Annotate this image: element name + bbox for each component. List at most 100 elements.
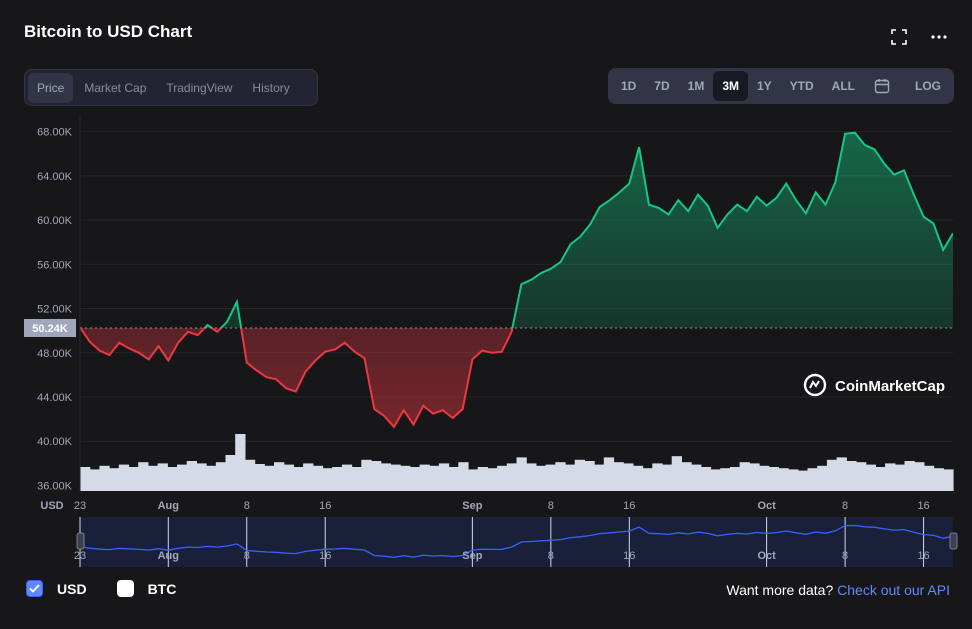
volume-bar bbox=[720, 468, 731, 491]
volume-bar bbox=[875, 467, 886, 491]
volume-bar bbox=[322, 468, 333, 491]
volume-bar bbox=[80, 467, 91, 491]
x-tick-label: 8 bbox=[244, 500, 250, 512]
api-link[interactable]: Check out our API bbox=[837, 582, 950, 598]
volume-bar bbox=[206, 465, 217, 491]
navigator-background bbox=[80, 517, 953, 567]
range-1y[interactable]: 1Y bbox=[756, 79, 772, 93]
navigator-tick-label: Oct bbox=[757, 550, 776, 562]
logo-mark bbox=[809, 380, 820, 389]
checkbox-unchecked-icon bbox=[116, 580, 134, 597]
volume-bar bbox=[429, 465, 440, 491]
volume-bar bbox=[186, 461, 197, 491]
volume-bar bbox=[409, 467, 421, 491]
price-chart[interactable]: 68.00K 64.00K 60.00K 56.00K 52.00K 48.00K 44.0… bbox=[0, 115, 972, 575]
volume-bar bbox=[846, 461, 857, 491]
volume-bar bbox=[739, 462, 750, 491]
volume-bar bbox=[380, 463, 391, 491]
volume-bar bbox=[274, 462, 285, 491]
range-7d[interactable]: 7D bbox=[654, 79, 670, 93]
price-line-up bbox=[80, 131, 953, 328]
tab-price[interactable]: Price bbox=[28, 72, 74, 103]
reference-label: 50.24K bbox=[32, 323, 68, 335]
usd-checkbox[interactable]: USD bbox=[26, 580, 87, 597]
volume-bar bbox=[642, 468, 653, 491]
navigator-tick-label: 8 bbox=[842, 550, 848, 562]
reference-label-box bbox=[24, 318, 76, 337]
btc-label: BTC bbox=[147, 580, 177, 597]
volume-bar bbox=[652, 463, 663, 491]
range-1m[interactable]: 1M bbox=[687, 79, 705, 93]
chart-type-tabs: Price Market Cap TradingView History bbox=[24, 69, 318, 106]
more-icon[interactable] bbox=[930, 28, 948, 46]
x-tick-label: 8 bbox=[548, 500, 554, 512]
currency-toggles: USD BTC bbox=[26, 580, 176, 597]
y-tick-label: 36.00K bbox=[37, 480, 73, 492]
chart-toolbar-icons bbox=[890, 28, 948, 46]
volume-bar bbox=[138, 462, 149, 491]
usd-label: USD bbox=[57, 580, 87, 597]
tab-history[interactable]: History bbox=[252, 80, 290, 95]
volume-bar bbox=[691, 464, 702, 491]
volume-bar bbox=[700, 467, 712, 491]
y-tick-label: 68.00K bbox=[37, 127, 73, 139]
volume-bar bbox=[535, 465, 547, 491]
tab-tradingview[interactable]: TradingView bbox=[166, 80, 233, 95]
volume-bar bbox=[332, 467, 343, 491]
volume-bar bbox=[283, 464, 294, 491]
range-3m[interactable]: 3M bbox=[713, 71, 748, 101]
navigator-line bbox=[79, 524, 954, 559]
volume-bar bbox=[759, 465, 770, 491]
navigator-right-handle[interactable] bbox=[949, 532, 958, 550]
range-all[interactable]: ALL bbox=[831, 79, 855, 93]
y-tick-label: 48.00K bbox=[37, 348, 73, 360]
volume-bar bbox=[632, 465, 644, 491]
page-title: Bitcoin to USD Chart bbox=[24, 22, 193, 41]
y-tick-label: 40.00K bbox=[37, 436, 73, 448]
currency-axis-label: USD bbox=[40, 500, 63, 512]
volume-bar bbox=[836, 457, 847, 491]
api-text: Want more data? bbox=[726, 582, 834, 598]
fullscreen-icon[interactable] bbox=[890, 28, 908, 46]
volume-bar bbox=[468, 469, 479, 491]
btc-checkbox[interactable]: BTC bbox=[116, 580, 177, 597]
volume-bar bbox=[555, 462, 566, 491]
tab-market-cap[interactable]: Market Cap bbox=[84, 80, 147, 95]
range-1d[interactable]: 1D bbox=[620, 79, 637, 93]
x-tick-label: 16 bbox=[623, 500, 635, 512]
volume-bar bbox=[788, 469, 799, 491]
volume-bar bbox=[584, 461, 595, 491]
volume-bar bbox=[749, 463, 760, 491]
volume-bar bbox=[371, 461, 382, 491]
volume-bar bbox=[118, 464, 130, 491]
y-tick-label: 44.00K bbox=[37, 392, 73, 404]
volume-bar bbox=[157, 463, 168, 491]
coinmarketcap-watermark: CoinMarketCap bbox=[803, 373, 945, 397]
volume-bar bbox=[89, 469, 100, 491]
volume-bar bbox=[497, 465, 508, 491]
y-tick-label: 64.00K bbox=[37, 171, 73, 183]
log-scale-toggle[interactable]: LOG bbox=[915, 79, 941, 93]
range-selector: 1D 7D 1M 3M 1Y YTD ALL LOG bbox=[607, 68, 954, 104]
volume-bar bbox=[303, 463, 314, 491]
volume-bar bbox=[506, 463, 518, 491]
x-tick-label: Oct bbox=[757, 500, 776, 512]
volume-bar bbox=[894, 464, 906, 491]
navigator-left-handle[interactable] bbox=[76, 532, 85, 550]
volume-bar bbox=[623, 463, 634, 491]
volume-bar bbox=[943, 469, 954, 491]
volume-bar bbox=[264, 465, 275, 491]
volume-bar bbox=[710, 469, 721, 491]
calendar-icon[interactable] bbox=[864, 72, 900, 100]
volume-bar bbox=[390, 464, 401, 491]
volume-bar bbox=[681, 462, 692, 491]
volume-bar bbox=[400, 465, 411, 491]
volume-bar bbox=[147, 465, 159, 491]
navigator-tick-label: 8 bbox=[244, 550, 250, 562]
range-ytd[interactable]: YTD bbox=[789, 79, 814, 93]
volume-bar bbox=[904, 461, 915, 491]
navigator-tick-label: Aug bbox=[158, 550, 179, 562]
volume-bar bbox=[341, 464, 353, 491]
x-tick-label: Sep bbox=[462, 500, 482, 512]
volume-bar bbox=[235, 434, 246, 491]
